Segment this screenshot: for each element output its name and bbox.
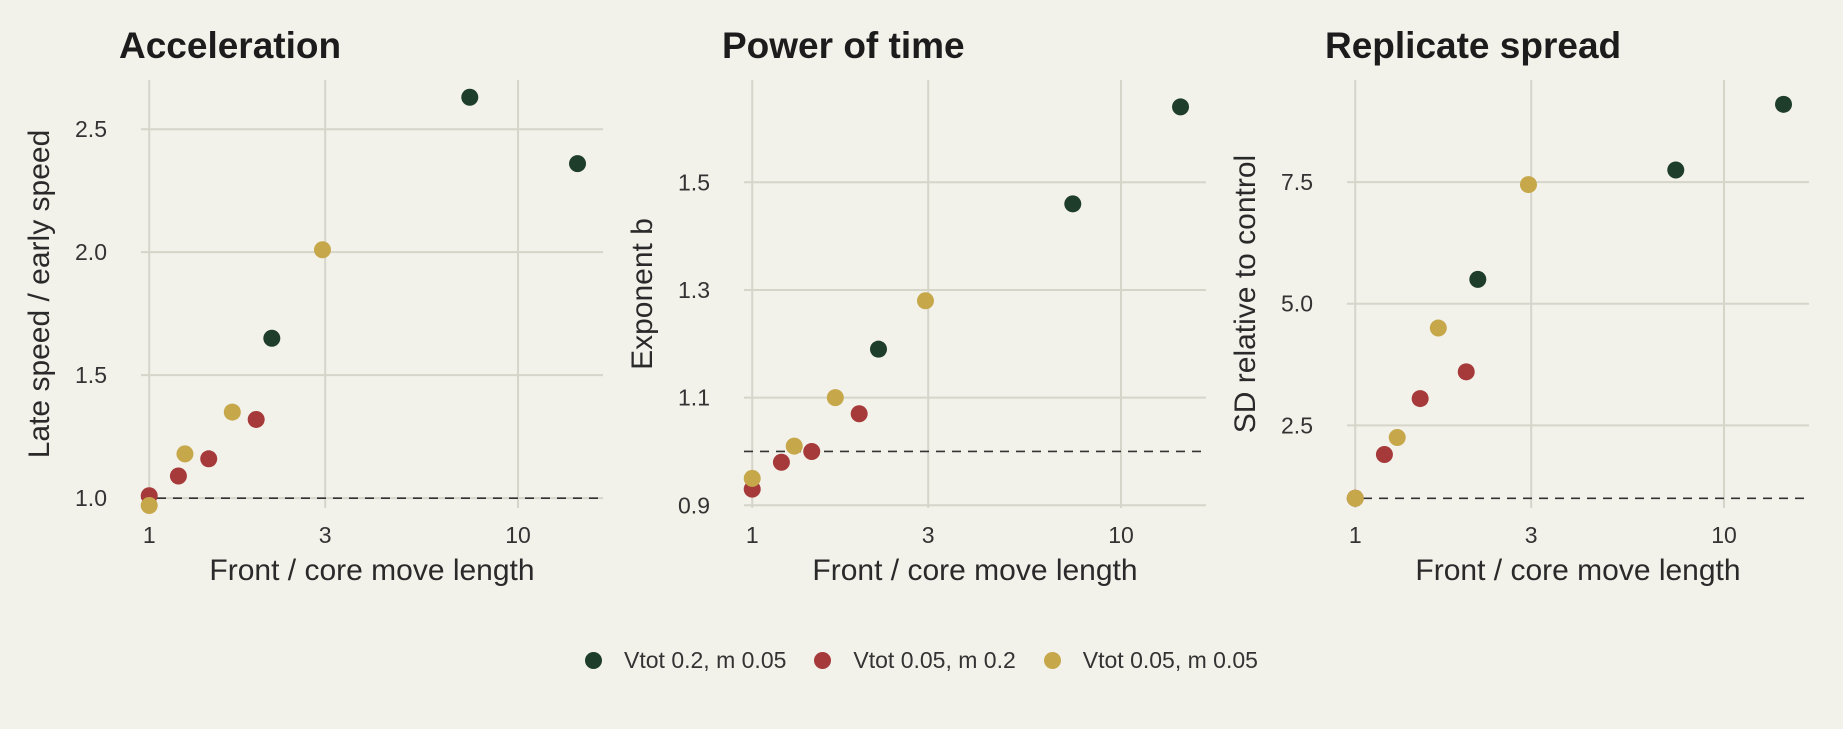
data-point xyxy=(803,442,821,460)
x-tick-label: 3 xyxy=(1525,522,1538,548)
panel-2: 1 3 10 0.9 1.1 1.3 1.5 Power of time Front / cor… xyxy=(626,25,1206,587)
x-axis-label: Front / core move length xyxy=(209,554,534,587)
x-tick-label: 10 xyxy=(1711,522,1737,548)
panel-1: 1 3 10 1.0 1.5 2.0 2.5 Acceleration Front / core… xyxy=(23,25,603,587)
data-point xyxy=(1172,98,1190,116)
legend-item: Vtot 0.05, m 0.05 xyxy=(1043,646,1258,674)
y-tick-label: 1.1 xyxy=(678,385,710,411)
y-tick-label: 1.0 xyxy=(75,485,107,511)
legend-item: Vtot 0.05, m 0.2 xyxy=(814,646,1016,674)
data-point xyxy=(223,403,241,421)
data-point xyxy=(1346,489,1364,507)
x-tick-label: 3 xyxy=(922,522,935,548)
legend-marker xyxy=(1043,651,1061,669)
panel-title: Replicate spread xyxy=(1325,25,1621,66)
panel-title: Power of time xyxy=(722,25,965,66)
x-axis-label: Front / core move length xyxy=(812,554,1137,587)
panel-3: 1 3 10 2.5 5.0 7.5 Replicate spread Front / cor… xyxy=(1229,25,1809,587)
x-tick-label: 3 xyxy=(319,522,332,548)
legend-label: Vtot 0.05, m 0.05 xyxy=(1082,646,1258,673)
x-tick-label: 10 xyxy=(505,522,531,548)
data-point xyxy=(1411,390,1429,408)
data-point xyxy=(313,241,331,259)
data-point xyxy=(1667,161,1685,179)
data-point xyxy=(1064,195,1082,213)
y-axis-label: Exponent b xyxy=(626,218,659,370)
y-tick-label: 5.0 xyxy=(1281,291,1313,317)
data-point xyxy=(1775,95,1793,113)
legend: Vtot 0.2, m 0.05 Vtot 0.05, m 0.2 Vtot 0… xyxy=(0,640,1843,680)
data-point xyxy=(569,155,587,173)
data-point xyxy=(1519,176,1537,194)
data-point xyxy=(1388,428,1406,446)
panel-title: Acceleration xyxy=(119,25,341,66)
data-point xyxy=(772,453,790,471)
legend-marker xyxy=(585,651,603,669)
legend-label: Vtot 0.2, m 0.05 xyxy=(624,646,787,673)
y-tick-label: 1.3 xyxy=(678,277,710,303)
legend-label: Vtot 0.05, m 0.2 xyxy=(853,646,1016,673)
y-tick-label: 1.5 xyxy=(75,362,107,388)
data-point xyxy=(169,467,187,485)
data-point xyxy=(1469,270,1487,288)
y-tick-label: 0.9 xyxy=(678,492,710,518)
data-point xyxy=(247,410,265,428)
data-point xyxy=(1457,363,1475,381)
x-tick-label: 1 xyxy=(1349,522,1362,548)
data-point xyxy=(916,292,934,310)
y-axis-label: Late speed / early speed xyxy=(23,130,56,459)
data-point xyxy=(850,405,868,423)
data-point xyxy=(869,340,887,358)
x-axis-label: Front / core move length xyxy=(1415,554,1740,587)
x-tick-label: 1 xyxy=(746,522,759,548)
data-point xyxy=(263,329,281,347)
data-point xyxy=(461,88,479,106)
y-tick-label: 2.0 xyxy=(75,239,107,265)
y-tick-label: 7.5 xyxy=(1281,169,1313,195)
y-axis-label: SD relative to control xyxy=(1229,155,1262,433)
data-point xyxy=(200,450,218,468)
y-tick-label: 1.5 xyxy=(678,169,710,195)
x-tick-label: 10 xyxy=(1108,522,1134,548)
legend-marker xyxy=(814,651,832,669)
data-point xyxy=(140,497,158,515)
x-tick-label: 1 xyxy=(143,522,156,548)
data-point xyxy=(176,445,194,463)
data-point xyxy=(826,389,844,407)
data-point xyxy=(743,469,761,487)
y-tick-label: 2.5 xyxy=(75,116,107,142)
y-tick-label: 2.5 xyxy=(1281,412,1313,438)
legend-item: Vtot 0.2, m 0.05 xyxy=(585,647,786,674)
data-point xyxy=(1375,446,1393,463)
data-point xyxy=(785,437,803,455)
data-point xyxy=(1429,319,1447,337)
